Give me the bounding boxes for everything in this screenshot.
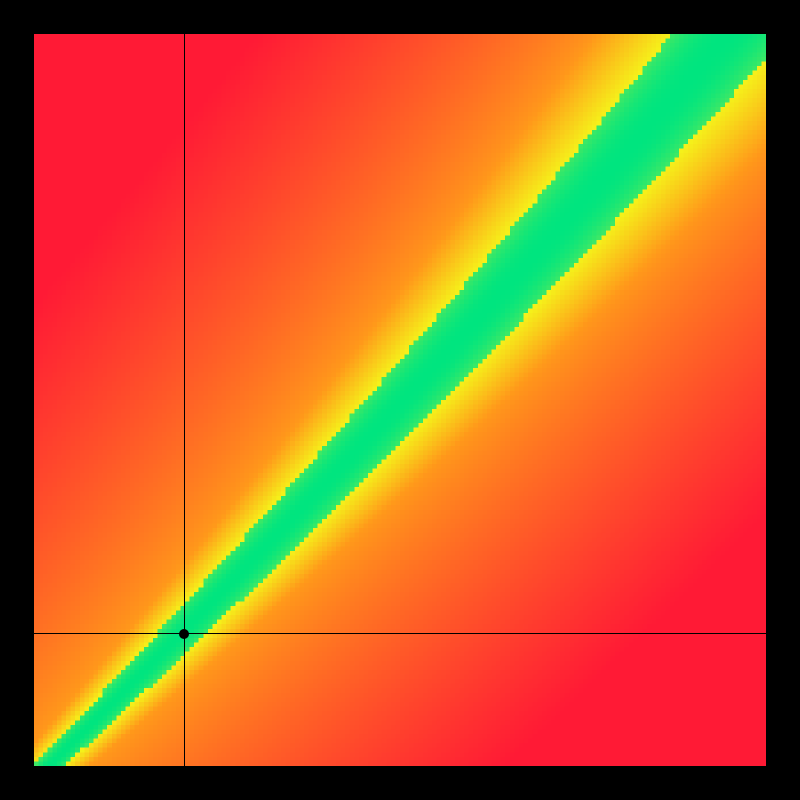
crosshair-vertical (184, 34, 185, 766)
frame-bottom (0, 766, 800, 800)
frame-left (0, 0, 34, 800)
heatmap-canvas (34, 34, 766, 766)
frame-right (766, 0, 800, 800)
crosshair-marker (179, 629, 189, 639)
frame-top (0, 0, 800, 34)
crosshair-horizontal (34, 633, 766, 634)
heatmap-plot (34, 34, 766, 766)
